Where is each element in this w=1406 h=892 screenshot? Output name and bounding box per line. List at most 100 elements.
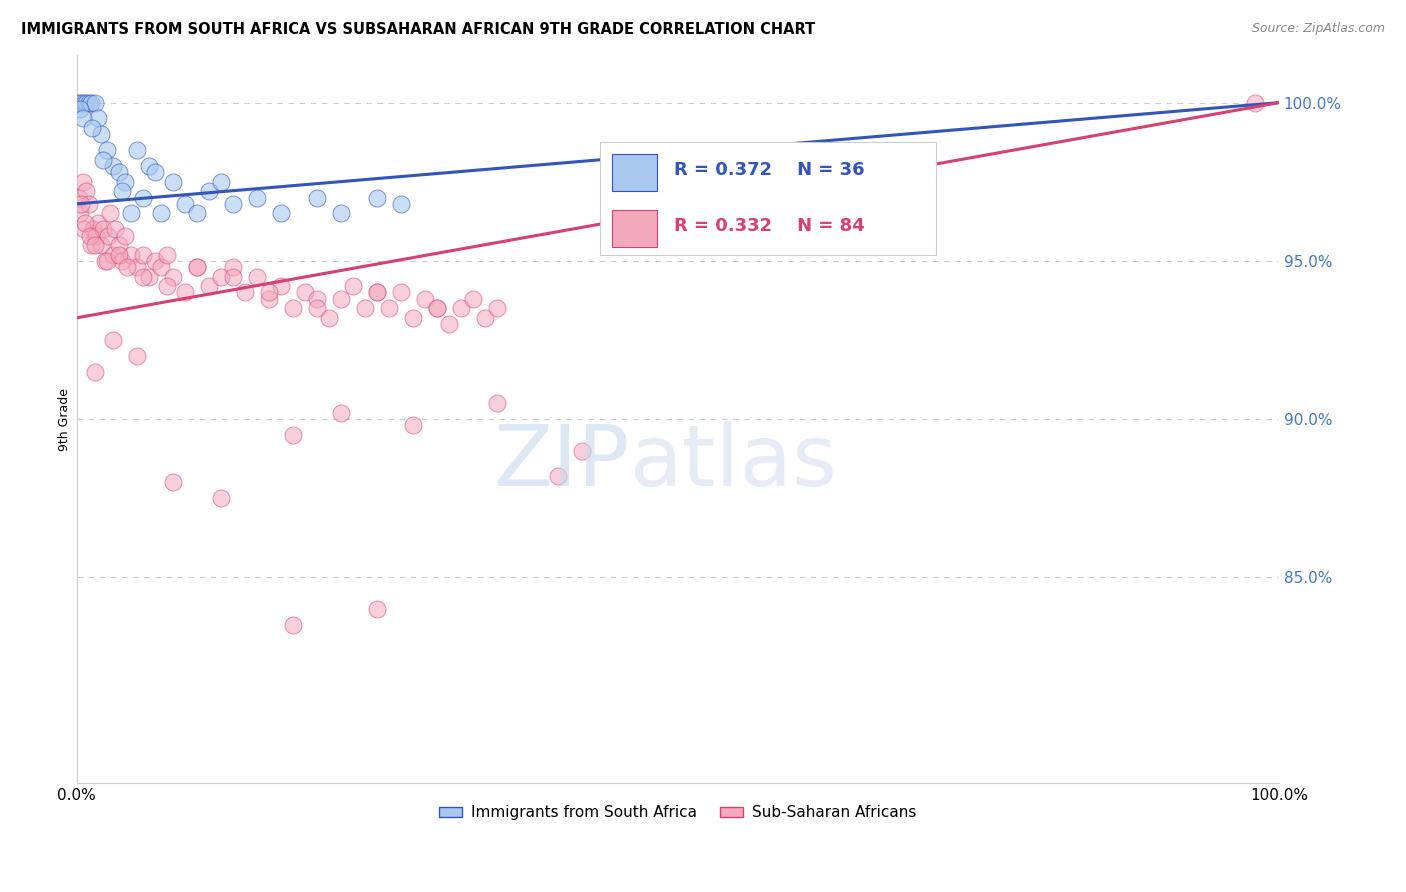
Point — [486, 301, 509, 316]
Point — [107, 165, 129, 179]
Point — [305, 190, 328, 204]
Point — [120, 206, 142, 220]
Point — [209, 491, 232, 506]
Text: atlas: atlas — [630, 421, 838, 504]
Point — [474, 310, 496, 325]
Point — [72, 112, 94, 126]
Point — [73, 222, 96, 236]
Point — [83, 365, 105, 379]
Point — [222, 197, 245, 211]
Point — [107, 238, 129, 252]
Point — [378, 301, 401, 316]
Point — [143, 253, 166, 268]
Point — [305, 301, 328, 316]
Point — [94, 253, 117, 268]
Point — [209, 269, 232, 284]
Point — [96, 143, 118, 157]
Point — [84, 228, 107, 243]
Point — [70, 95, 93, 110]
Point — [82, 120, 104, 135]
Point — [90, 238, 112, 252]
Point — [281, 301, 304, 316]
Point — [270, 206, 292, 220]
Point — [104, 222, 127, 236]
Text: Source: ZipAtlas.com: Source: ZipAtlas.com — [1251, 22, 1385, 36]
Point — [101, 159, 124, 173]
Point — [402, 310, 425, 325]
Point — [67, 95, 90, 110]
Point — [70, 197, 93, 211]
Point — [77, 95, 100, 110]
Point — [162, 175, 184, 189]
Point — [366, 285, 388, 300]
Point — [138, 159, 160, 173]
Point — [426, 301, 449, 316]
Point — [186, 260, 208, 275]
Point — [571, 443, 593, 458]
Point — [1244, 95, 1267, 110]
Point — [173, 197, 195, 211]
Point — [125, 349, 148, 363]
Point — [114, 228, 136, 243]
Point — [87, 112, 110, 126]
Point — [72, 175, 94, 189]
Point — [77, 197, 100, 211]
Point — [67, 190, 90, 204]
Point — [87, 216, 110, 230]
Point — [547, 469, 569, 483]
Point — [162, 269, 184, 284]
Point — [120, 247, 142, 261]
Point — [162, 475, 184, 490]
Point — [318, 310, 340, 325]
Point — [125, 260, 148, 275]
Point — [149, 260, 172, 275]
Point — [79, 228, 101, 243]
Text: R = 0.332    N = 84: R = 0.332 N = 84 — [673, 217, 865, 235]
Point — [91, 222, 114, 236]
Point — [131, 247, 153, 261]
Point — [354, 301, 377, 316]
Point — [281, 617, 304, 632]
Point — [101, 333, 124, 347]
Point — [426, 301, 449, 316]
Point — [138, 269, 160, 284]
Point — [96, 253, 118, 268]
Point — [107, 247, 129, 261]
Point — [270, 279, 292, 293]
Point — [131, 269, 153, 284]
Point — [111, 184, 134, 198]
Point — [209, 175, 232, 189]
Text: IMMIGRANTS FROM SOUTH AFRICA VS SUBSAHARAN AFRICAN 9TH GRADE CORRELATION CHART: IMMIGRANTS FROM SOUTH AFRICA VS SUBSAHAR… — [21, 22, 815, 37]
Point — [366, 190, 388, 204]
Point — [98, 206, 121, 220]
Point — [330, 292, 353, 306]
Point — [149, 206, 172, 220]
Point — [75, 184, 97, 198]
Point — [389, 197, 412, 211]
Point — [73, 216, 96, 230]
Point — [114, 175, 136, 189]
Point — [402, 418, 425, 433]
Point — [198, 279, 221, 293]
Point — [73, 95, 96, 110]
Point — [83, 95, 105, 110]
Point — [143, 165, 166, 179]
Point — [198, 184, 221, 198]
Point — [305, 292, 328, 306]
Point — [330, 406, 353, 420]
Bar — [612, 154, 657, 191]
Point — [257, 292, 280, 306]
Point — [389, 285, 412, 300]
Point — [366, 285, 388, 300]
Point — [463, 292, 485, 306]
Point — [281, 428, 304, 442]
Point — [156, 247, 179, 261]
Y-axis label: 9th Grade: 9th Grade — [58, 388, 70, 450]
Point — [101, 247, 124, 261]
Point — [115, 260, 138, 275]
Point — [342, 279, 364, 293]
Point — [233, 285, 256, 300]
Point — [111, 253, 134, 268]
Point — [83, 238, 105, 252]
Point — [82, 222, 104, 236]
